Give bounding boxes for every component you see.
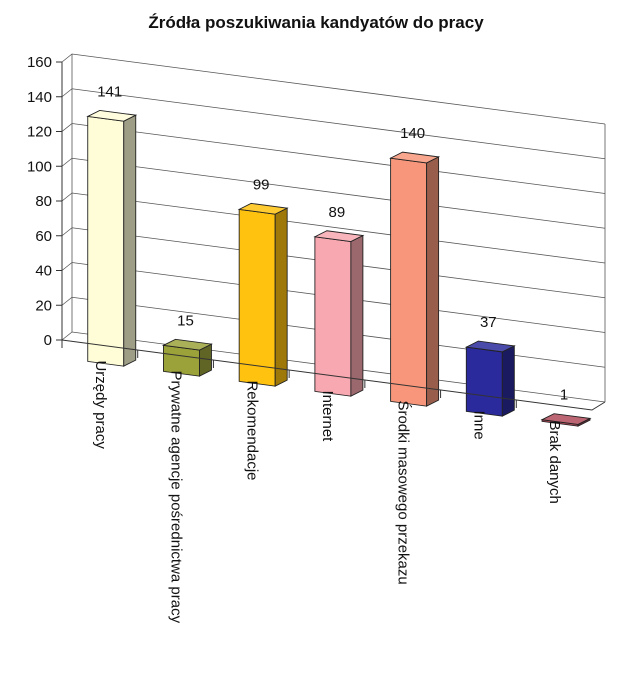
- x-tick-label-1: Prywatne agencje pośrednictwa pracy: [168, 370, 185, 623]
- data-label-2: 99: [253, 176, 270, 193]
- bar-side-2: [274, 207, 288, 387]
- gridline-140: [61, 88, 606, 160]
- gridline-160: [61, 53, 606, 125]
- data-label-6: 1: [560, 387, 568, 404]
- data-labels: 141 15 99 89 140 37 1: [97, 83, 568, 403]
- bar-top-0: [86, 109, 138, 122]
- x-tick-label-3: Internet: [319, 390, 336, 442]
- bar-top-2: [237, 202, 289, 215]
- chart-title: Źródła poszukiwania kandyatów do pracy: [148, 13, 484, 32]
- x-tick-label-5: Inne: [470, 410, 487, 439]
- x-tick-label-6: Brak danych: [546, 420, 563, 503]
- y-tick-label: 20: [35, 297, 52, 314]
- bar-side-4: [426, 156, 440, 407]
- y-tick-label: 60: [35, 228, 52, 245]
- data-label-4: 140: [400, 125, 425, 142]
- data-label-3: 89: [329, 204, 346, 221]
- bar-front-5: [465, 346, 503, 417]
- y-tick-label: 160: [27, 54, 52, 71]
- bar-top-1: [161, 338, 213, 351]
- chart-bars: [86, 109, 592, 427]
- y-tick-label: 100: [27, 158, 52, 175]
- bar-front-4: [390, 157, 428, 407]
- y-tick-label: 0: [44, 332, 52, 349]
- gridline-120: [61, 123, 606, 194]
- x-tick-label-2: Rekomendacje: [243, 380, 260, 480]
- x-tick-label-4: Środki masowego przekazu: [395, 400, 413, 584]
- bar-top-5: [464, 340, 516, 353]
- data-label-0: 141: [97, 83, 122, 100]
- bar-top-3: [313, 230, 365, 242]
- bar-front-0: [87, 115, 125, 367]
- bar-front-2: [238, 208, 276, 387]
- y-axis: 0 20 40 60 80 100 120 140 160: [27, 54, 63, 349]
- floor-edge: [61, 339, 606, 411]
- bar-side-3: [350, 234, 364, 397]
- bar-side-0: [123, 114, 137, 367]
- y-tick-label: 80: [35, 193, 52, 210]
- bar-top-4: [389, 151, 441, 164]
- bar-front-3: [314, 236, 352, 397]
- bar-top-6: [540, 413, 592, 425]
- x-axis: Urzędy pracy Prywatne agencje pośrednictw…: [61, 339, 606, 624]
- x-tick-label-0: Urzędy pracy: [92, 360, 109, 449]
- y-tick-label: 140: [27, 89, 52, 106]
- data-label-1: 15: [177, 312, 194, 329]
- bar-side-5: [501, 345, 515, 417]
- chart-gridlines: [61, 53, 606, 403]
- y-tick-label: 120: [27, 124, 52, 141]
- data-label-5: 37: [480, 314, 497, 331]
- y-tick-label: 40: [35, 263, 52, 280]
